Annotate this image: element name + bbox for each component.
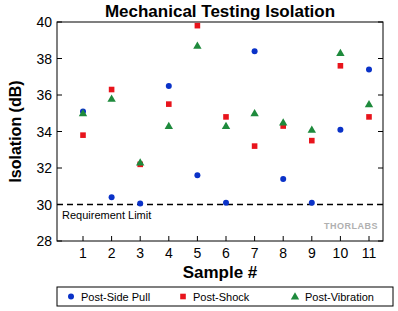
x-tick-label: 8	[279, 245, 287, 261]
point	[252, 143, 258, 149]
x-tick	[168, 236, 169, 241]
point	[309, 138, 315, 144]
x-tick-label: 3	[136, 245, 144, 261]
point	[193, 42, 201, 49]
x-tick-label: 9	[308, 245, 316, 261]
y-tick-label: 40	[36, 14, 52, 30]
legend-box	[57, 287, 393, 306]
legend-marker	[291, 292, 299, 299]
point	[166, 83, 172, 89]
x-tick-label: 7	[251, 245, 259, 261]
y-tick	[57, 58, 62, 59]
y-tick-label: 38	[36, 51, 52, 67]
point	[79, 109, 87, 116]
y-tick-right	[378, 168, 383, 169]
x-tick-label: 1	[79, 245, 87, 261]
point	[222, 122, 230, 129]
y-tick-label: 28	[36, 233, 52, 249]
y-tick	[57, 22, 62, 23]
point	[280, 176, 286, 182]
requirement-line	[57, 204, 383, 206]
plot-frame	[57, 22, 383, 241]
point	[308, 125, 316, 132]
x-tick	[140, 236, 141, 241]
point	[336, 49, 344, 56]
point	[223, 114, 229, 120]
point	[338, 63, 344, 69]
point	[279, 118, 287, 125]
point	[366, 114, 372, 120]
x-tick-label: 6	[222, 245, 230, 261]
point	[365, 100, 373, 107]
point	[165, 122, 173, 129]
x-tick	[340, 236, 341, 241]
plot-area	[57, 23, 383, 207]
y-tick-right	[378, 131, 383, 132]
point	[80, 132, 86, 138]
title: Mechanical Testing Isolation	[105, 2, 335, 21]
x-tick-label: 4	[165, 245, 173, 261]
y-tick-label: 34	[36, 124, 52, 140]
point	[223, 200, 229, 206]
x-tick	[254, 236, 255, 241]
chart: Mechanical Testing Isolation283032343638…	[0, 0, 398, 311]
x-tick	[197, 236, 198, 241]
x-tick	[111, 236, 112, 241]
y-tick-label: 30	[36, 197, 52, 213]
point	[366, 66, 372, 72]
y-tick	[57, 95, 62, 96]
point	[107, 94, 115, 101]
point	[337, 127, 343, 133]
x-tick	[226, 236, 227, 241]
y-tick-label: 36	[36, 87, 52, 103]
y-tick	[57, 131, 62, 132]
series-2	[79, 42, 373, 166]
point	[166, 101, 172, 107]
x-tick-label: 11	[362, 245, 377, 261]
y-axis-label: Isolation (dB)	[7, 80, 24, 182]
annotation: Requirement Limit	[62, 209, 151, 221]
legend-label: Post-Side Pull	[81, 291, 150, 303]
point	[195, 23, 201, 29]
x-tick	[311, 236, 312, 241]
legend: Post-Side Pull Post-Shock Post-Vibration	[57, 287, 393, 306]
point	[109, 194, 115, 200]
y-tick-label: 32	[36, 160, 52, 176]
point	[250, 109, 258, 116]
x-tick	[283, 236, 284, 241]
series-1	[80, 23, 372, 167]
y-tick	[57, 241, 62, 242]
point	[194, 172, 200, 178]
point	[309, 200, 315, 206]
watermark: THORLABS	[324, 221, 378, 231]
legend-label: Post-Vibration	[305, 291, 374, 303]
y-tick	[57, 168, 62, 169]
x-tick-label: 2	[108, 245, 116, 261]
y-tick-right	[378, 95, 383, 96]
point	[109, 87, 115, 93]
y-tick-right	[378, 22, 383, 23]
y-tick-right	[378, 241, 383, 242]
point	[136, 158, 144, 165]
legend-label: Post-Shock	[193, 291, 250, 303]
legend-marker	[68, 294, 74, 300]
point	[137, 201, 143, 207]
x-tick	[369, 236, 370, 241]
series-0	[80, 48, 372, 206]
y-tick-right	[378, 58, 383, 59]
point	[252, 48, 258, 54]
x-tick-label: 10	[333, 245, 349, 261]
x-axis-label: Sample #	[183, 263, 258, 282]
x-tick	[83, 236, 84, 241]
x-tick-label: 5	[194, 245, 202, 261]
legend-marker	[180, 294, 186, 300]
